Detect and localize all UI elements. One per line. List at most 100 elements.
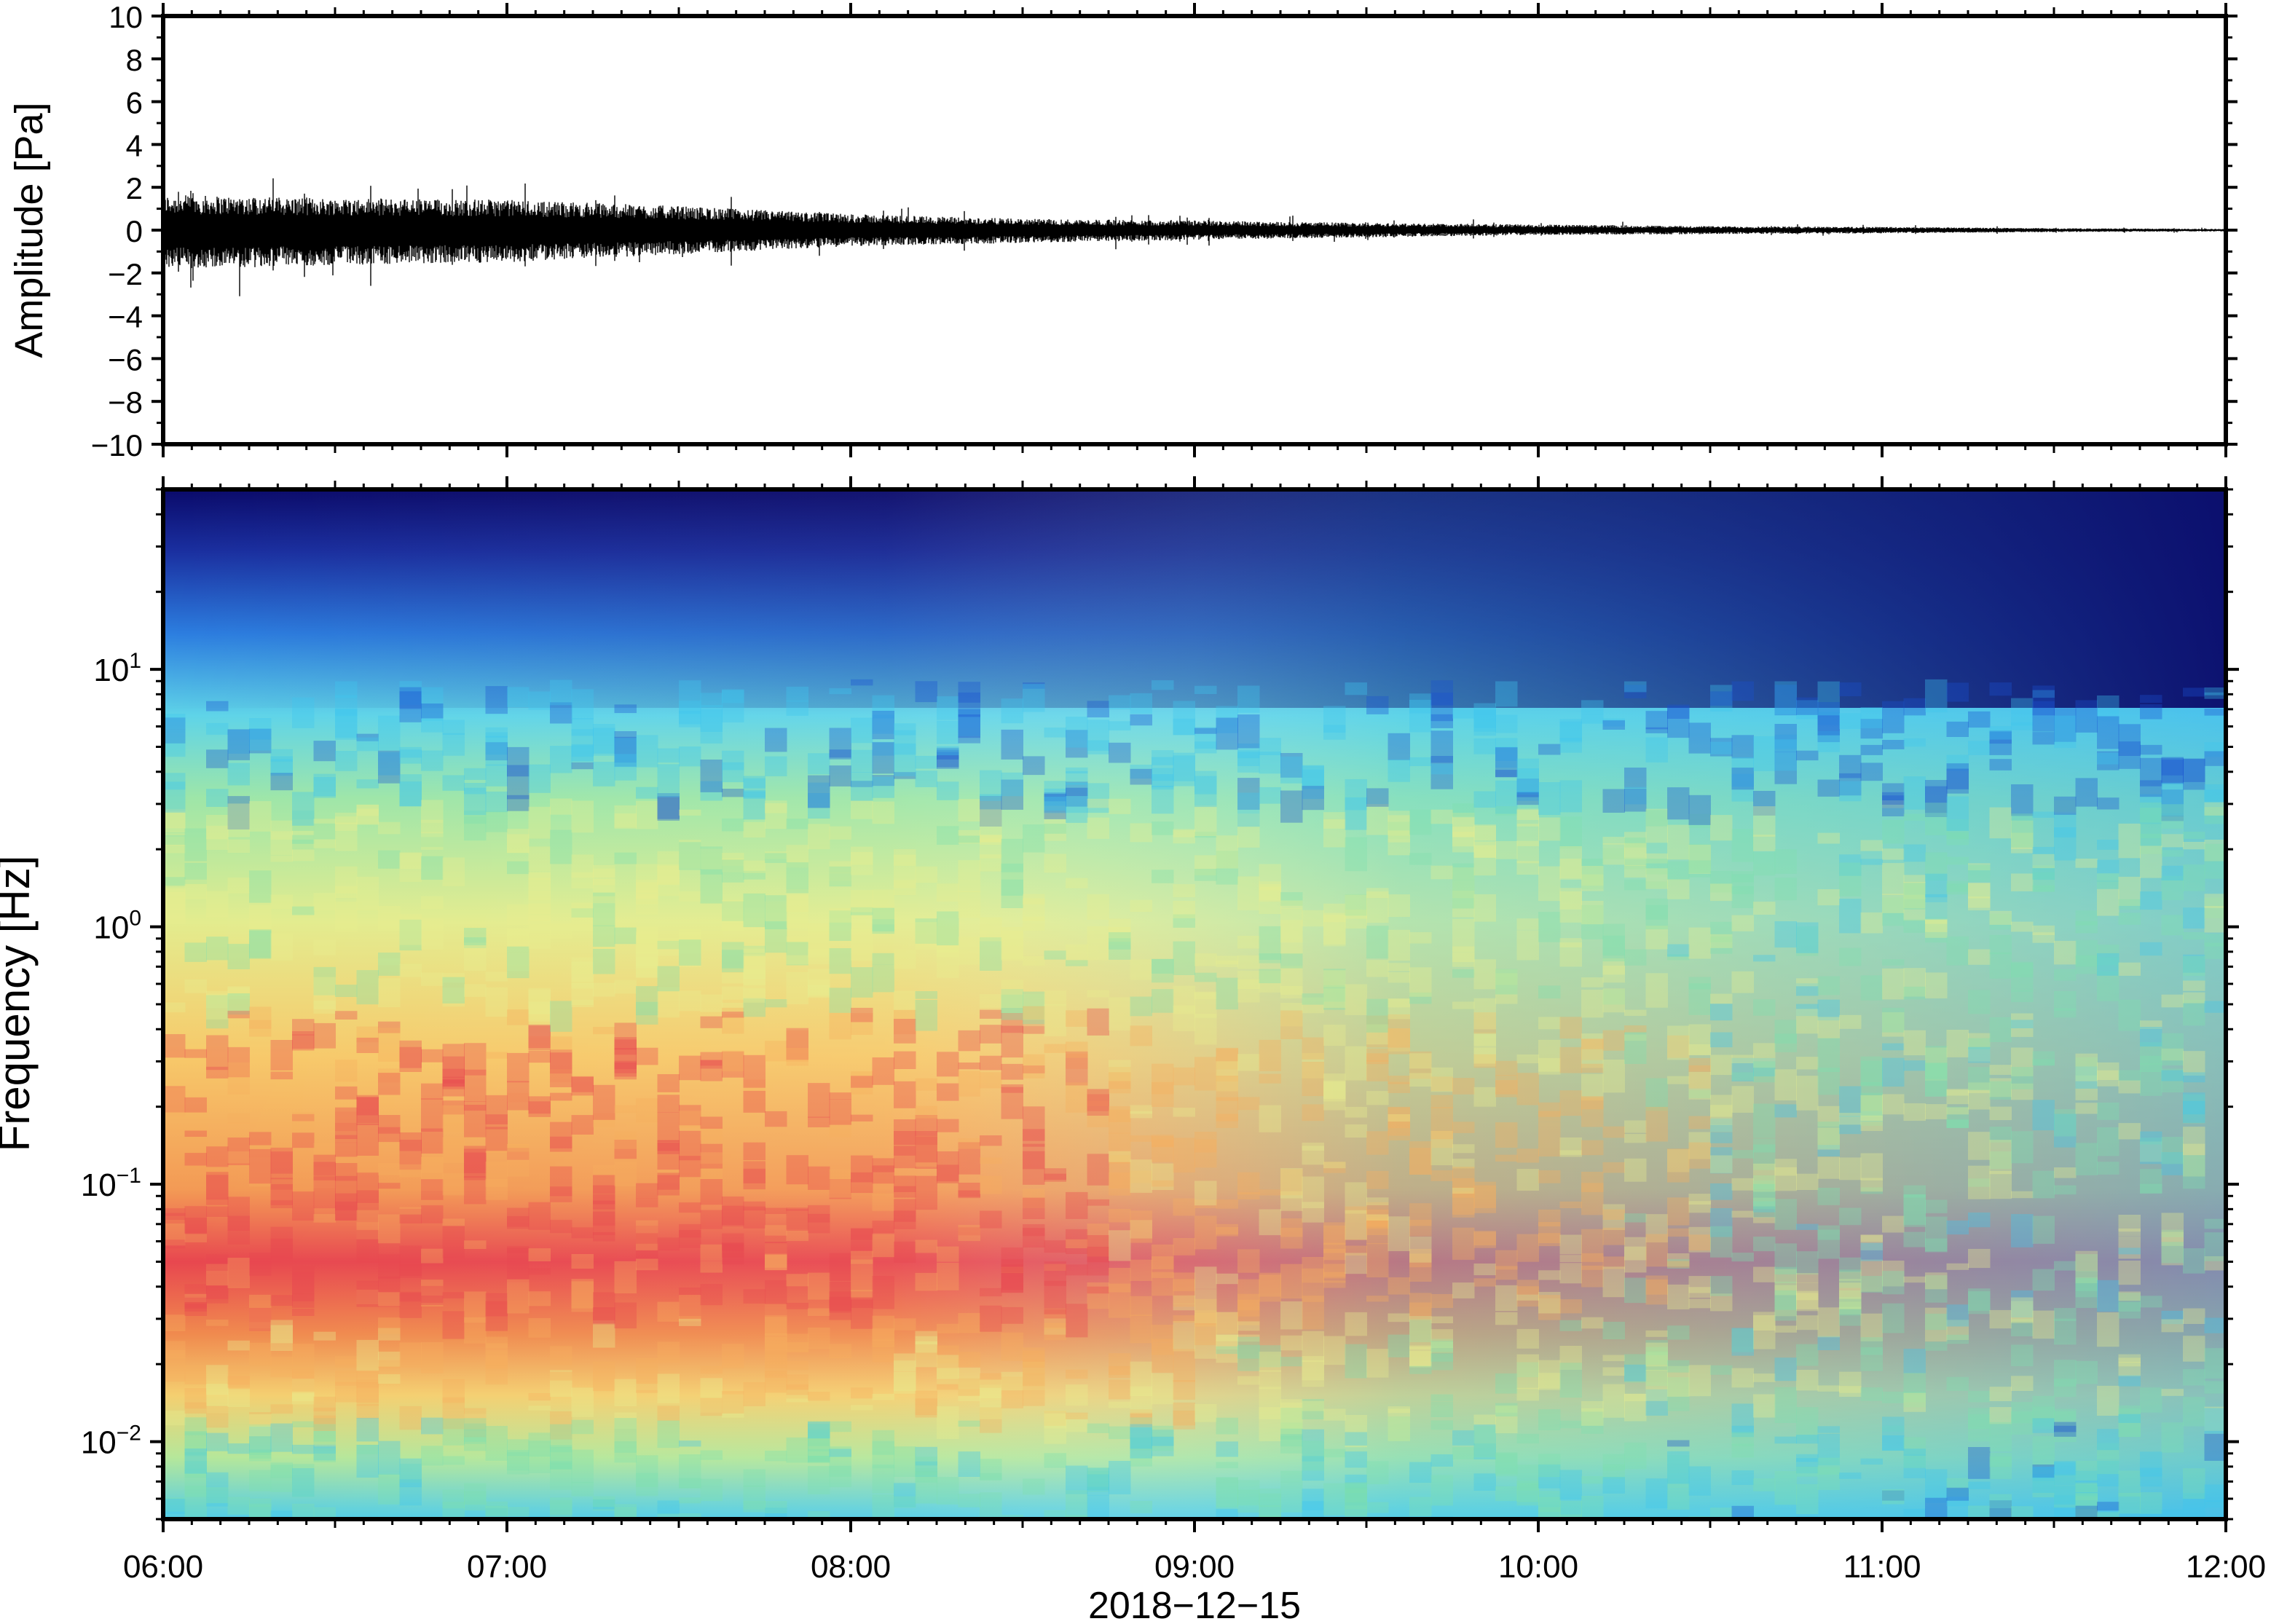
spectrogram-cell xyxy=(464,1101,487,1111)
spectrogram-cell xyxy=(894,1360,916,1394)
spectrogram-cell xyxy=(2118,899,2141,910)
spectrogram-cell xyxy=(786,955,808,965)
spectrogram-cell xyxy=(1581,1229,1604,1262)
spectrogram-cell xyxy=(292,792,315,826)
spectrogram-cell xyxy=(1688,1142,1711,1169)
spectrogram-cell xyxy=(464,937,487,945)
spectrogram-cell xyxy=(980,1473,1002,1481)
spectrogram-cell xyxy=(958,682,980,703)
spectrogram-cell xyxy=(1688,1365,1711,1397)
spectrogram-cell xyxy=(313,1214,336,1223)
spectrogram-cell xyxy=(2204,784,2226,803)
spectrogram-cell xyxy=(1302,765,1324,789)
spectrogram-cell xyxy=(1066,767,1088,773)
spectrogram-cell xyxy=(1366,1296,1389,1302)
spectrogram-cell xyxy=(378,821,401,835)
spectrogram-cell xyxy=(335,1193,358,1221)
spectrogram-cell xyxy=(249,728,272,740)
spectrogram-cell xyxy=(1130,1220,1152,1239)
spectrogram-cell xyxy=(292,1132,315,1148)
spectrogram-cell xyxy=(356,1210,379,1239)
spectrogram-cell xyxy=(2075,859,2098,868)
spectrogram-cell xyxy=(1001,1247,1023,1273)
spectrogram-cell xyxy=(894,1186,916,1192)
spectrogram-cell xyxy=(2011,832,2034,849)
spectrogram-cell xyxy=(399,1151,422,1178)
spectrogram-cell xyxy=(1366,1502,1389,1513)
spectrogram-cell xyxy=(507,1439,530,1471)
spectrogram-cell xyxy=(1152,1140,1174,1162)
spectrogram-cell xyxy=(1452,1178,1475,1188)
spectrogram-cell xyxy=(1581,1317,1604,1329)
spectrogram-cell xyxy=(679,842,701,870)
spectrogram-cell xyxy=(292,819,315,849)
spectrogram-cell xyxy=(786,1390,808,1403)
spectrogram-cell xyxy=(270,1510,293,1519)
spectrogram-cell xyxy=(614,1418,637,1453)
spectrogram-cell xyxy=(636,1258,658,1271)
spectrogram-cell xyxy=(270,1295,293,1306)
spectrogram-cell xyxy=(1302,1296,1324,1330)
spectrogram-cell xyxy=(700,1116,723,1129)
spectrogram-cell xyxy=(2183,864,2205,891)
spectrogram-cell xyxy=(2183,1308,2205,1324)
spectrogram-cell xyxy=(442,973,465,983)
spectrogram-cell xyxy=(1860,1276,1883,1293)
spectrogram-cell xyxy=(765,1255,787,1270)
spectrogram-cell xyxy=(958,835,980,843)
spectrogram-cell xyxy=(614,1131,637,1149)
spectrogram-cell xyxy=(980,1492,1002,1519)
spectrogram-cell xyxy=(1409,1345,1432,1367)
spectrogram-cell xyxy=(1903,1437,1926,1468)
spectrogram-cell xyxy=(2204,1500,2226,1508)
spectrogram-cell xyxy=(2011,1297,2034,1323)
spectrogram-cell xyxy=(550,1370,572,1398)
spectrogram-cell xyxy=(1989,731,2012,755)
spectrogram-cell xyxy=(1903,1448,1926,1456)
spectrogram-cell xyxy=(937,920,959,953)
spectrogram-cell xyxy=(937,1477,959,1505)
spectrogram-cell xyxy=(1430,730,1453,763)
spectrogram-cell xyxy=(1602,1454,1625,1471)
spectrogram-cell xyxy=(1667,1228,1690,1237)
spectrogram-cell xyxy=(2140,757,2162,787)
spectrogram-cell xyxy=(1688,1226,1711,1253)
spectrogram-cell xyxy=(1366,998,1389,1033)
spectrogram-cell xyxy=(1087,1089,1109,1116)
spectrogram-cell xyxy=(1688,1065,1711,1072)
spectrogram-cell xyxy=(1688,722,1711,754)
spectrogram-cell xyxy=(1860,1187,1883,1194)
spectrogram-cell xyxy=(657,865,680,896)
spectrogram-cell xyxy=(1817,1229,1840,1259)
spectrogram-cell xyxy=(980,770,1002,797)
spectrogram-cell xyxy=(657,938,680,956)
spectrogram-cell xyxy=(1109,1109,1131,1122)
spectrogram-cell xyxy=(1688,1194,1711,1205)
spectrogram-cell xyxy=(1516,1286,1539,1295)
spectrogram-cell xyxy=(442,1079,465,1097)
spectrogram-cell xyxy=(1839,862,1862,896)
spectrogram-cell xyxy=(1216,955,1238,965)
spectrogram-cell xyxy=(1109,1461,1131,1494)
spectrogram-cell xyxy=(1989,1407,2012,1424)
spectrogram-cell xyxy=(206,1320,229,1326)
spectrogram-cell xyxy=(1345,894,1367,916)
spectrogram-cell xyxy=(1559,1299,1582,1314)
spectrogram-cell xyxy=(2118,1228,2141,1237)
spectrogram-cell xyxy=(722,986,744,1000)
spectrogram-cell xyxy=(184,1431,207,1455)
spectrogram-cell xyxy=(292,1293,315,1308)
spectrogram-cell xyxy=(1602,1126,1625,1138)
spectrogram-cell xyxy=(1194,972,1217,982)
spectrogram-cell xyxy=(2032,701,2055,732)
spectrogram-cell xyxy=(227,1062,250,1095)
spectrogram-cell xyxy=(1152,821,1174,835)
spectrogram-cell xyxy=(743,1055,765,1088)
spectrogram-cell xyxy=(1237,1321,1260,1331)
spectrogram-cell xyxy=(2032,932,2055,943)
spectrogram-cell xyxy=(1409,967,1432,997)
spectrogram-cell xyxy=(1066,783,1088,813)
spectrogram-cell xyxy=(485,1127,508,1151)
spectrogram-cell xyxy=(2140,1042,2162,1065)
